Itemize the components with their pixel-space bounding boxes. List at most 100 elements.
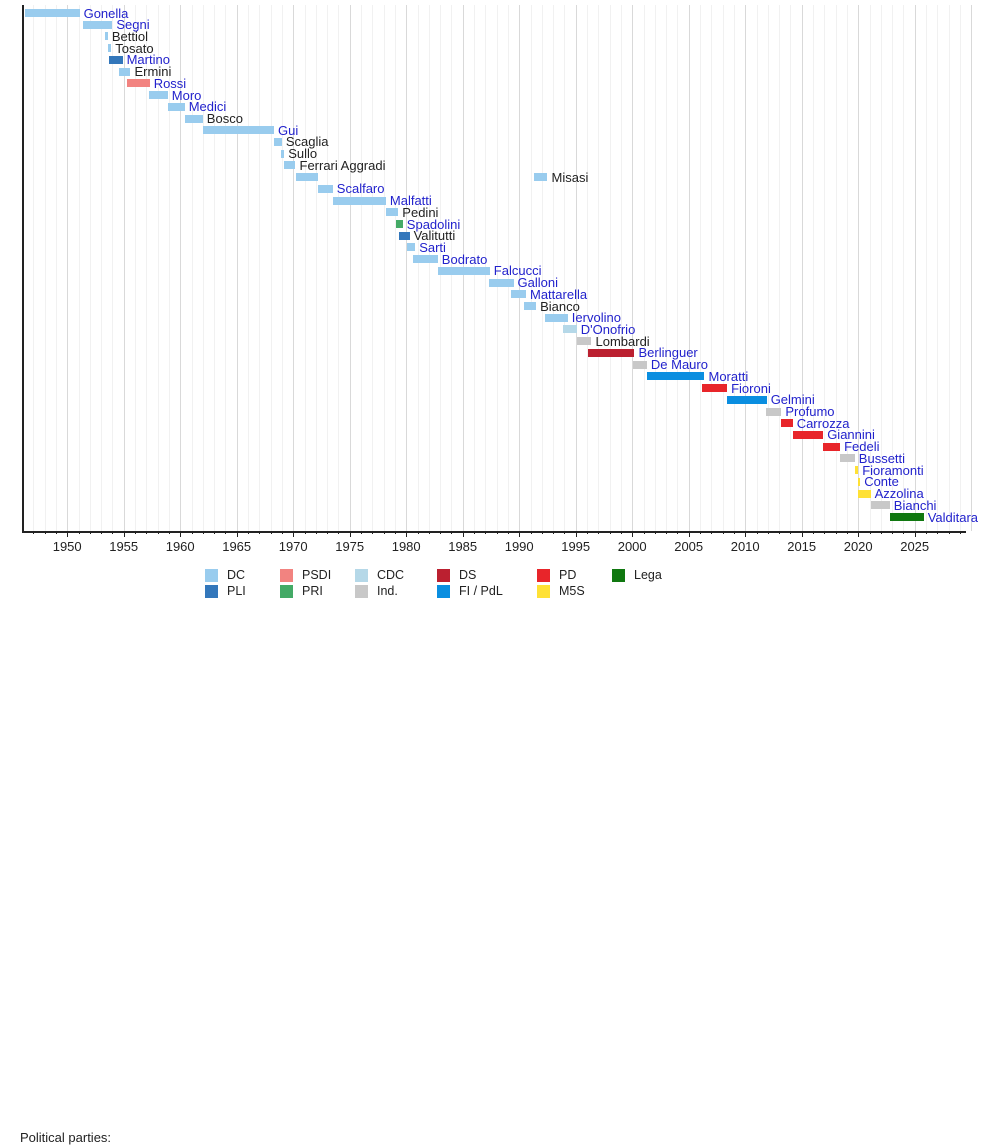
axis-tick <box>632 531 634 537</box>
gridline <box>338 5 340 531</box>
gridline <box>236 5 238 531</box>
minister-label[interactable]: Fioramonti <box>862 462 924 478</box>
minister-label[interactable]: Scalfaro <box>336 181 385 197</box>
minister-label[interactable]: Azzolina <box>874 486 924 501</box>
axis-tick <box>428 531 430 534</box>
axis-tick <box>824 531 826 534</box>
legend-swatch-fi-pdl <box>437 585 450 598</box>
minister-label[interactable]: Bussetti <box>858 450 906 466</box>
minister-label[interactable]: Profumo <box>785 404 835 419</box>
gridline <box>564 5 566 531</box>
term-bar <box>523 302 537 310</box>
term-bar <box>702 384 728 392</box>
axis-tick <box>733 531 735 534</box>
axis-tick <box>338 531 340 534</box>
minister-label[interactable]: Segni <box>116 17 150 33</box>
gridline <box>971 5 973 531</box>
gridline <box>767 5 769 531</box>
gridline <box>880 5 882 531</box>
minister-label: Lombardi <box>595 333 650 349</box>
gridline <box>315 5 317 531</box>
axis-tick <box>564 531 566 534</box>
gridline <box>507 5 509 531</box>
minister-label[interactable]: Gelmini <box>770 392 815 408</box>
minister-label[interactable]: Fedeli <box>844 439 880 455</box>
axis-tick <box>485 531 487 534</box>
minister-label[interactable]: Galloni <box>517 275 558 291</box>
legend-label: PRI <box>302 584 323 598</box>
axis-tick <box>214 531 216 534</box>
term-bar <box>858 477 861 486</box>
term-bar <box>284 161 296 170</box>
axis-year-label: 1965 <box>222 539 252 554</box>
axis-tick <box>44 531 46 534</box>
minister-label[interactable]: Bianchi <box>893 497 937 513</box>
minister-label[interactable]: Spadolini <box>406 216 461 232</box>
minister-label[interactable]: Giannini <box>827 427 875 443</box>
minister-label[interactable]: Moratti <box>708 368 749 384</box>
minister-label[interactable]: D'Onofrio <box>580 321 636 337</box>
axis-tick <box>180 531 182 537</box>
minister-label[interactable]: Gonella <box>83 5 129 21</box>
minister-label[interactable]: Falcucci <box>493 263 542 279</box>
minister-label[interactable]: Conte <box>864 474 899 490</box>
gridline <box>44 5 46 531</box>
axis-tick <box>858 531 860 537</box>
minister-label[interactable]: Malfatti <box>389 193 432 208</box>
gridline <box>598 5 600 531</box>
gridline <box>349 5 351 531</box>
legend-swatch-psdi <box>280 569 293 582</box>
gridline <box>790 5 792 531</box>
gridline <box>304 5 306 531</box>
x-axis-line <box>22 531 966 533</box>
axis-tick <box>914 531 916 537</box>
axis-tick <box>496 531 498 534</box>
gridline <box>394 5 396 531</box>
minister-label[interactable]: Gui <box>278 122 299 138</box>
minister-label[interactable]: Mattarella <box>530 286 588 302</box>
axis-tick <box>892 531 894 534</box>
minister-label: Misasi <box>551 169 589 185</box>
term-bar <box>840 454 855 463</box>
axis-tick <box>756 531 758 534</box>
axis-tick <box>89 531 91 534</box>
minister-label[interactable]: Medici <box>188 99 227 115</box>
legend-label: Lega <box>634 568 662 582</box>
minister-label[interactable]: Rossi <box>153 75 187 91</box>
legend-swatch-lega <box>612 569 625 582</box>
term-bar <box>280 149 285 158</box>
minister-label[interactable]: De Mauro <box>650 357 708 373</box>
term-bar <box>184 114 203 123</box>
gridline <box>846 5 848 531</box>
minister-label[interactable]: Moro <box>171 87 202 103</box>
gridline <box>632 5 634 531</box>
gridline <box>281 5 283 531</box>
gridline <box>146 5 148 531</box>
gridline <box>813 5 814 531</box>
axis-tick <box>406 531 408 537</box>
axis-tick <box>394 531 396 534</box>
minister-label[interactable]: Carrozza <box>796 415 850 431</box>
minister-label[interactable]: Berlinguer <box>638 345 698 361</box>
term-bar <box>854 466 859 475</box>
axis-tick <box>948 531 950 534</box>
minister-label[interactable]: Bodrato <box>441 251 488 267</box>
legend-label: PD <box>559 568 577 582</box>
axis-year-label: 2010 <box>730 539 760 554</box>
axis-tick <box>293 531 295 537</box>
minister-label[interactable]: Valditara <box>927 509 979 525</box>
minister-label[interactable]: Martino <box>126 52 170 68</box>
gridline <box>609 5 611 531</box>
gridline <box>78 5 80 531</box>
axis-tick <box>835 531 837 534</box>
gridline <box>259 5 261 531</box>
axis-tick <box>168 531 170 534</box>
term-bar <box>25 9 80 17</box>
minister-label[interactable]: Iervolino <box>571 310 621 326</box>
minister-label[interactable]: Sarti <box>419 239 446 255</box>
gridline <box>722 5 724 531</box>
gridline <box>248 5 249 531</box>
minister-label[interactable]: Fioroni <box>731 380 771 396</box>
political-parties-legend: Political parties: DC PSDI CDC DS PD Lega PLI P… <box>0 560 1000 1145</box>
gridline <box>835 5 837 531</box>
